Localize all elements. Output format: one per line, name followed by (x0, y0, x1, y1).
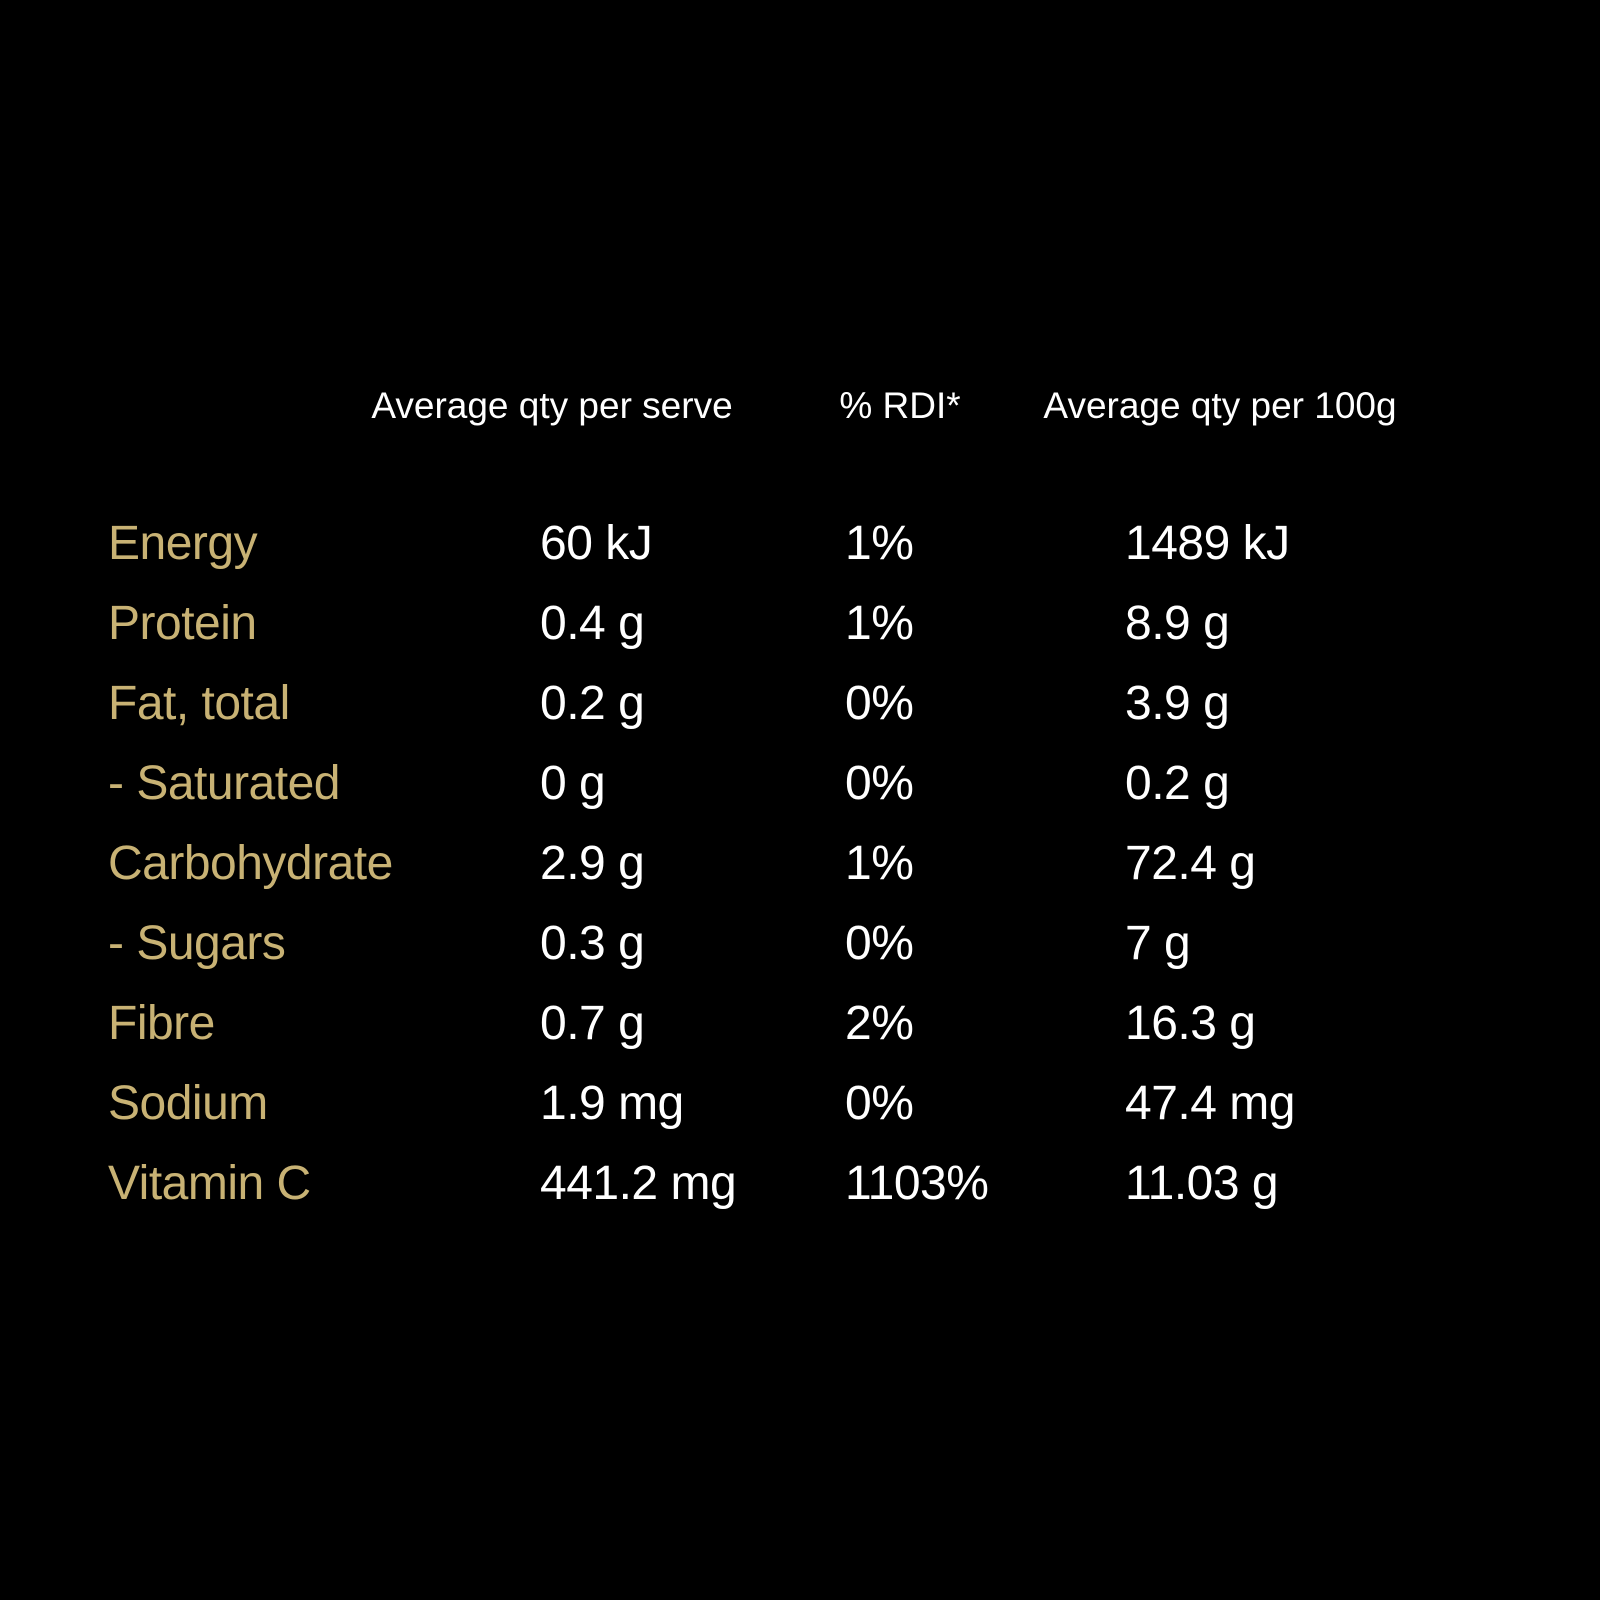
per-100g-value: 16.3 g (1125, 997, 1256, 1050)
header-percent-rdi: % RDI* (839, 385, 961, 426)
nutrient-label: Sodium (108, 1077, 268, 1130)
nutrient-label: Carbohydrate (108, 837, 393, 890)
per-serve-value: 441.2 mg (540, 1157, 737, 1210)
table-row: - Sugars 0.3 g 0% 7 g (108, 904, 1492, 984)
per-serve-value: 2.9 g (540, 837, 645, 890)
per-100g-value: 11.03 g (1125, 1157, 1279, 1210)
nutrient-label: - Saturated (108, 757, 340, 810)
rdi-percent-value: 1% (845, 837, 914, 890)
per-100g-value: 47.4 mg (1125, 1077, 1295, 1130)
header-average-qty-per-100g: Average qty per 100g (1043, 385, 1397, 426)
rdi-percent-value: 0% (845, 757, 914, 810)
table-row: Energy 60 kJ 1% 1489 kJ (108, 504, 1492, 584)
per-serve-value: 0.3 g (540, 917, 645, 970)
rdi-percent-value: 0% (845, 917, 914, 970)
nutrient-label: Vitamin C (108, 1157, 311, 1210)
nutrient-label: Energy (108, 517, 258, 570)
rdi-percent-value: 1% (845, 517, 914, 570)
nutrient-label: - Sugars (108, 917, 286, 970)
header-average-qty-per-serve: Average qty per serve (371, 385, 733, 426)
per-100g-value: 72.4 g (1125, 837, 1256, 890)
table-row: Carbohydrate 2.9 g 1% 72.4 g (108, 824, 1492, 904)
per-serve-value: 1.9 mg (540, 1077, 684, 1130)
table-row: Fibre 0.7 g 2% 16.3 g (108, 984, 1492, 1064)
rdi-percent-value: 0% (845, 1077, 914, 1130)
table-row: Protein 0.4 g 1% 8.9 g (108, 584, 1492, 664)
per-serve-value: 0.2 g (540, 677, 645, 730)
nutrient-label: Protein (108, 597, 257, 650)
rdi-percent-value: 1103% (845, 1157, 989, 1210)
per-100g-value: 1489 kJ (1125, 517, 1290, 570)
per-100g-value: 7 g (1125, 917, 1191, 970)
table-header-row: Average qty per serve % RDI* Average qty… (0, 385, 1600, 433)
per-100g-value: 0.2 g (1125, 757, 1230, 810)
per-serve-value: 60 kJ (540, 517, 653, 570)
per-serve-value: 0.7 g (540, 997, 645, 1050)
nutrient-label: Fat, total (108, 677, 290, 730)
table-body: Energy 60 kJ 1% 1489 kJ Protein 0.4 g 1% 8.9 g F… (108, 504, 1492, 1224)
per-serve-value: 0.4 g (540, 597, 645, 650)
table-row: Fat, total 0.2 g 0% 3.9 g (108, 664, 1492, 744)
rdi-percent-value: 0% (845, 677, 914, 730)
per-100g-value: 3.9 g (1125, 677, 1230, 730)
nutrient-label: Fibre (108, 997, 215, 1050)
rdi-percent-value: 2% (845, 997, 914, 1050)
table-row: - Saturated 0 g 0% 0.2 g (108, 744, 1492, 824)
per-serve-value: 0 g (540, 757, 606, 810)
table-row: Sodium 1.9 mg 0% 47.4 mg (108, 1064, 1492, 1144)
rdi-percent-value: 1% (845, 597, 914, 650)
table-row: Vitamin C 441.2 mg 1103% 11.03 g (108, 1144, 1492, 1224)
per-100g-value: 8.9 g (1125, 597, 1230, 650)
